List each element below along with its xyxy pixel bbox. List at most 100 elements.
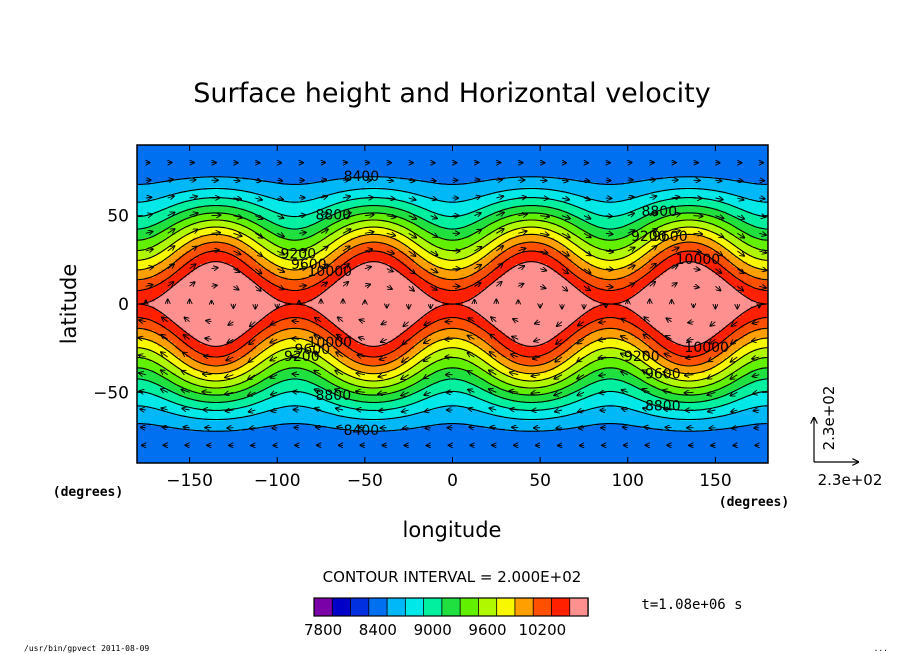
contour-fill-cell (638, 258, 650, 263)
contour-fill-cell (319, 293, 429, 297)
contour-fill-cell (154, 274, 173, 279)
contour-fill-cell (137, 380, 152, 385)
contour-fill-cell (641, 317, 738, 321)
contour-fill-cell (470, 394, 496, 398)
contour-fill-cell (168, 359, 184, 363)
contour-fill-cell (620, 301, 759, 305)
velocity-vector (605, 251, 613, 252)
contour-fill-cell (603, 317, 618, 321)
velocity-vector (145, 214, 152, 215)
velocity-vector (408, 286, 414, 291)
contour-fill-cell (336, 357, 352, 361)
contour-fill-cell (168, 349, 180, 353)
contour-fill-cell (329, 319, 419, 324)
contour-fill-cell (641, 327, 657, 332)
contour-fill-cell (329, 274, 345, 279)
contour-fill-cell (592, 274, 629, 279)
contour-fill-cell (631, 343, 650, 347)
contour-fill-cell (725, 256, 738, 260)
velocity-vector (425, 410, 431, 412)
contour-fill-cell (319, 364, 334, 369)
contour-line (137, 378, 768, 404)
contour-fill-cell (620, 391, 650, 395)
contour-fill-cell (427, 325, 478, 329)
velocity-vector (583, 216, 591, 219)
contour-fill-cell (641, 216, 664, 220)
contour-fill-cell (382, 417, 524, 422)
contour-fill-cell (137, 330, 156, 334)
contour-fill-cell (715, 388, 738, 393)
contour-fill-cell (624, 224, 646, 228)
velocity-vector (139, 338, 146, 340)
contour-fill-cell (718, 190, 768, 194)
contour-fill-cell (732, 380, 755, 385)
contour-fill-cell (420, 359, 440, 363)
velocity-vector (709, 428, 716, 429)
contour-fill-cell (151, 359, 170, 363)
contour-fill-cell (179, 367, 194, 371)
contour-fill-cell (256, 258, 268, 263)
contour-fill-cell (662, 388, 717, 393)
contour-fill-cell (158, 333, 177, 337)
contour-fill-cell (322, 357, 338, 361)
contour-fill-cell (137, 452, 768, 456)
contour-fill-cell (333, 192, 415, 196)
contour-fill-cell (739, 248, 762, 252)
contour-fill-cell (638, 219, 657, 223)
contour-fill-cell (417, 243, 433, 247)
contour-fill-cell (161, 311, 271, 316)
footer-right-text: ... (874, 644, 888, 653)
contour-fill-cell (343, 208, 405, 212)
contour-fill-cell (578, 277, 604, 281)
contour-fill-cell (403, 208, 429, 212)
contour-fill-cell (547, 253, 566, 257)
contour-fill-cell (417, 253, 436, 257)
contour-fill-cell (494, 338, 513, 342)
contour-fill-cell (589, 296, 632, 300)
velocity-vector (211, 233, 221, 234)
contour-fill-cell (137, 261, 159, 265)
contour-fill-cell (196, 338, 236, 342)
contour-fill-cell (277, 253, 313, 257)
contour-fill-cell (746, 296, 768, 300)
contour-fill-cell (182, 245, 198, 249)
contour-fill-cell (736, 179, 768, 183)
contour-fill-cell (144, 367, 166, 371)
velocity-vector (426, 428, 431, 429)
contour-fill-cell (505, 364, 559, 369)
contour-fill-cell (624, 380, 646, 385)
colorbar-swatch (551, 597, 571, 617)
contour-fill-cell (599, 391, 622, 395)
contour-fill-cell (235, 205, 264, 210)
contour-fill-cell (273, 296, 317, 300)
contour-fill-cell (711, 335, 727, 340)
contour-fill-cell (137, 327, 145, 332)
contour-fill-cell (498, 200, 566, 204)
velocity-vector (649, 264, 656, 270)
contour-fill-cell (312, 341, 331, 345)
contour-fill-cell (571, 232, 590, 236)
contour-fill-cell (193, 357, 240, 361)
velocity-vector (315, 408, 322, 410)
contour-fill-cell (578, 256, 597, 260)
contour-fill-cell (427, 335, 478, 340)
velocity-vector (512, 337, 519, 340)
velocity-vector (335, 389, 344, 392)
contour-fill-cell (347, 388, 401, 393)
velocity-vector (225, 392, 234, 394)
contour-fill-cell (715, 428, 768, 432)
contour-fill-cell (305, 301, 443, 305)
velocity-vector (357, 409, 365, 410)
contour-fill-cell (224, 386, 250, 390)
time-label: t=1.08e+06 s (641, 597, 742, 613)
contour-fill-cell (336, 367, 352, 371)
contour-fill-cell (582, 314, 639, 318)
contour-fill-cell (669, 266, 709, 271)
velocity-vector (299, 286, 306, 287)
contour-fill-cell (736, 277, 762, 281)
contour-fill-cell (557, 346, 573, 350)
contour-fill-cell (235, 213, 257, 218)
contour-fill-cell (652, 357, 667, 361)
contour-fill-cell (757, 338, 768, 342)
velocity-vector (277, 216, 283, 218)
